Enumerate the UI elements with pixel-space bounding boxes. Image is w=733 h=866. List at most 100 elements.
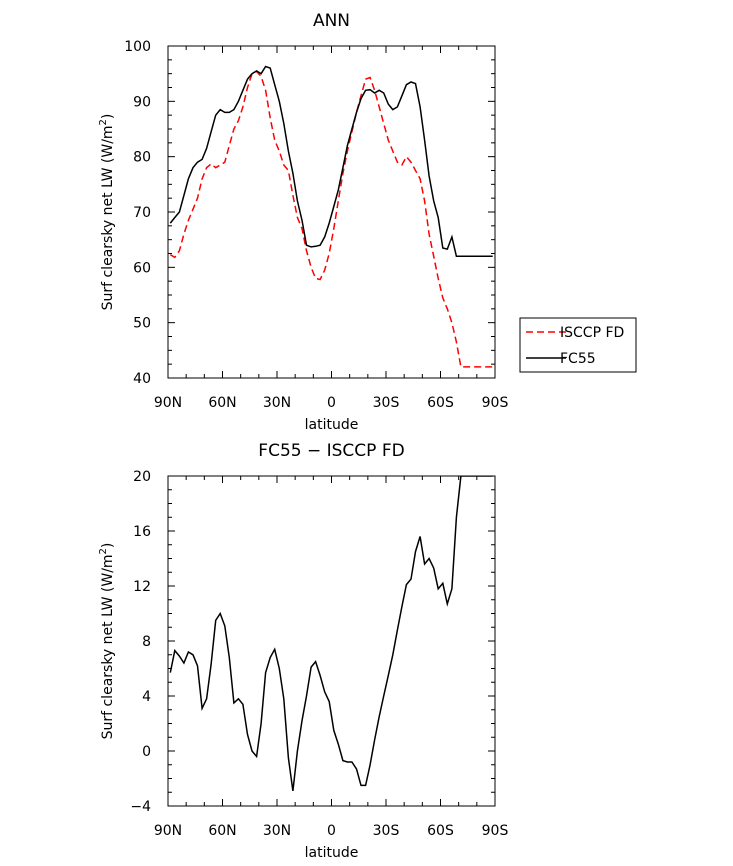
top-data-point-fc55	[410, 81, 412, 83]
top-legend-label-fc55: FC55	[560, 351, 596, 367]
bottom-data-point-difference	[296, 750, 298, 752]
bottom-data-point-difference	[455, 516, 457, 518]
top-data-point-fc55	[278, 100, 280, 102]
top-data-point-isccp-fd	[210, 163, 212, 165]
top-data-point-fc55	[296, 200, 298, 202]
top-data-point-isccp-fd	[474, 366, 476, 368]
bottom-data-point-difference	[419, 536, 421, 538]
top-data-point-isccp-fd	[369, 77, 371, 79]
top-data-point-isccp-fd	[433, 255, 435, 257]
bottom-data-point-difference	[351, 761, 353, 763]
top-data-point-fc55	[197, 161, 199, 163]
top-y-tick-label: 60	[133, 260, 151, 276]
top-data-point-fc55	[301, 219, 303, 221]
top-data-point-fc55	[256, 70, 258, 72]
top-data-point-fc55	[169, 222, 171, 224]
top-data-point-fc55	[306, 244, 308, 246]
bottom-data-point-difference	[492, 475, 494, 477]
bottom-data-point-difference	[210, 663, 212, 665]
bottom-data-point-difference	[219, 613, 221, 615]
top-data-point-fc55	[474, 255, 476, 257]
top-data-point-fc55	[246, 78, 248, 80]
top-y-tick-label: 80	[133, 150, 151, 166]
bottom-data-point-difference	[378, 716, 380, 718]
bottom-data-point-difference	[446, 603, 448, 605]
bottom-data-point-difference	[169, 672, 171, 674]
top-data-point-isccp-fd	[483, 366, 485, 368]
top-data-point-isccp-fd	[455, 341, 457, 343]
top-data-point-isccp-fd	[219, 164, 221, 166]
bottom-y-tick-label: 12	[133, 579, 151, 595]
top-data-point-isccp-fd	[333, 228, 335, 230]
top-data-point-fc55	[174, 217, 176, 219]
top-data-point-isccp-fd	[415, 170, 417, 172]
bottom-data-point-difference	[178, 655, 180, 657]
top-series-line-fc55	[169, 65, 493, 258]
top-data-point-isccp-fd	[319, 279, 321, 281]
bottom-x-tick-label: 30S	[373, 823, 400, 839]
top-x-tick-label: 30S	[373, 395, 400, 411]
top-data-point-fc55	[351, 128, 353, 130]
top-x-tick-label: 90S	[482, 395, 509, 411]
bottom-x-tick-label: 60S	[427, 823, 454, 839]
top-y-axis-label-main: Surf clearsky net LW (W/m	[100, 125, 116, 310]
top-data-point-fc55	[455, 255, 457, 257]
top-data-point-isccp-fd	[237, 120, 239, 122]
bottom-data-point-difference	[342, 760, 344, 762]
bottom-data-point-difference	[433, 567, 435, 569]
top-data-point-isccp-fd	[337, 200, 339, 202]
bottom-y-tick-label: 16	[133, 524, 151, 540]
top-data-point-isccp-fd	[315, 277, 317, 279]
bottom-data-point-difference	[174, 650, 176, 652]
top-data-point-isccp-fd	[424, 200, 426, 202]
top-data-point-isccp-fd	[437, 277, 439, 279]
top-data-point-isccp-fd	[287, 170, 289, 172]
top-data-point-isccp-fd	[487, 366, 489, 368]
bottom-data-point-difference	[360, 784, 362, 786]
bottom-x-tick-label: 90N	[154, 823, 182, 839]
bottom-data-point-difference	[428, 558, 430, 560]
top-data-point-isccp-fd	[274, 139, 276, 141]
bottom-plot-frame	[167, 475, 496, 807]
top-data-point-isccp-fd	[246, 87, 248, 89]
top-data-point-fc55	[310, 246, 312, 248]
top-data-point-fc55	[437, 217, 439, 219]
bottom-data-point-difference	[187, 651, 189, 653]
top-data-point-isccp-fd	[310, 266, 312, 268]
top-data-point-isccp-fd	[328, 253, 330, 255]
top-data-point-isccp-fd	[392, 150, 394, 152]
top-data-point-fc55	[428, 175, 430, 177]
top-data-point-isccp-fd	[492, 366, 494, 368]
bottom-data-point-difference	[283, 698, 285, 700]
bottom-y-axis-label-sup: 2	[98, 548, 109, 554]
top-data-point-fc55	[201, 158, 203, 160]
top-data-point-fc55	[478, 255, 480, 257]
top-x-tick-label: 60N	[208, 395, 236, 411]
bottom-data-point-difference	[442, 582, 444, 584]
bottom-data-point-difference	[437, 588, 439, 590]
top-data-point-isccp-fd	[242, 106, 244, 108]
bottom-data-point-difference	[478, 475, 480, 477]
bottom-y-tick-label: 8	[142, 634, 151, 650]
bottom-y-axis-label-end: )	[100, 543, 116, 548]
top-data-point-fc55	[415, 83, 417, 85]
top-data-point-fc55	[355, 111, 357, 113]
bottom-data-point-difference	[278, 668, 280, 670]
top-data-point-isccp-fd	[419, 178, 421, 180]
bottom-data-point-difference	[474, 475, 476, 477]
top-data-point-fc55	[460, 255, 462, 257]
top-data-point-isccp-fd	[446, 308, 448, 310]
top-data-point-fc55	[192, 167, 194, 169]
bottom-data-point-difference	[424, 563, 426, 565]
top-data-point-fc55	[265, 65, 267, 67]
top-y-tick-label: 40	[133, 371, 151, 387]
top-data-point-isccp-fd	[260, 75, 262, 77]
top-data-point-isccp-fd	[292, 194, 294, 196]
top-data-point-fc55	[401, 95, 403, 97]
top-chart: ANN 40 50 60 70 80 90 100 90N 60N 30N 0 30S 60S 90S lat…	[98, 11, 637, 433]
top-data-point-fc55	[464, 255, 466, 257]
top-data-point-fc55	[433, 200, 435, 202]
top-data-point-fc55	[487, 255, 489, 257]
top-y-axis-label-sup: 2	[98, 119, 109, 125]
bottom-data-point-difference	[396, 629, 398, 631]
